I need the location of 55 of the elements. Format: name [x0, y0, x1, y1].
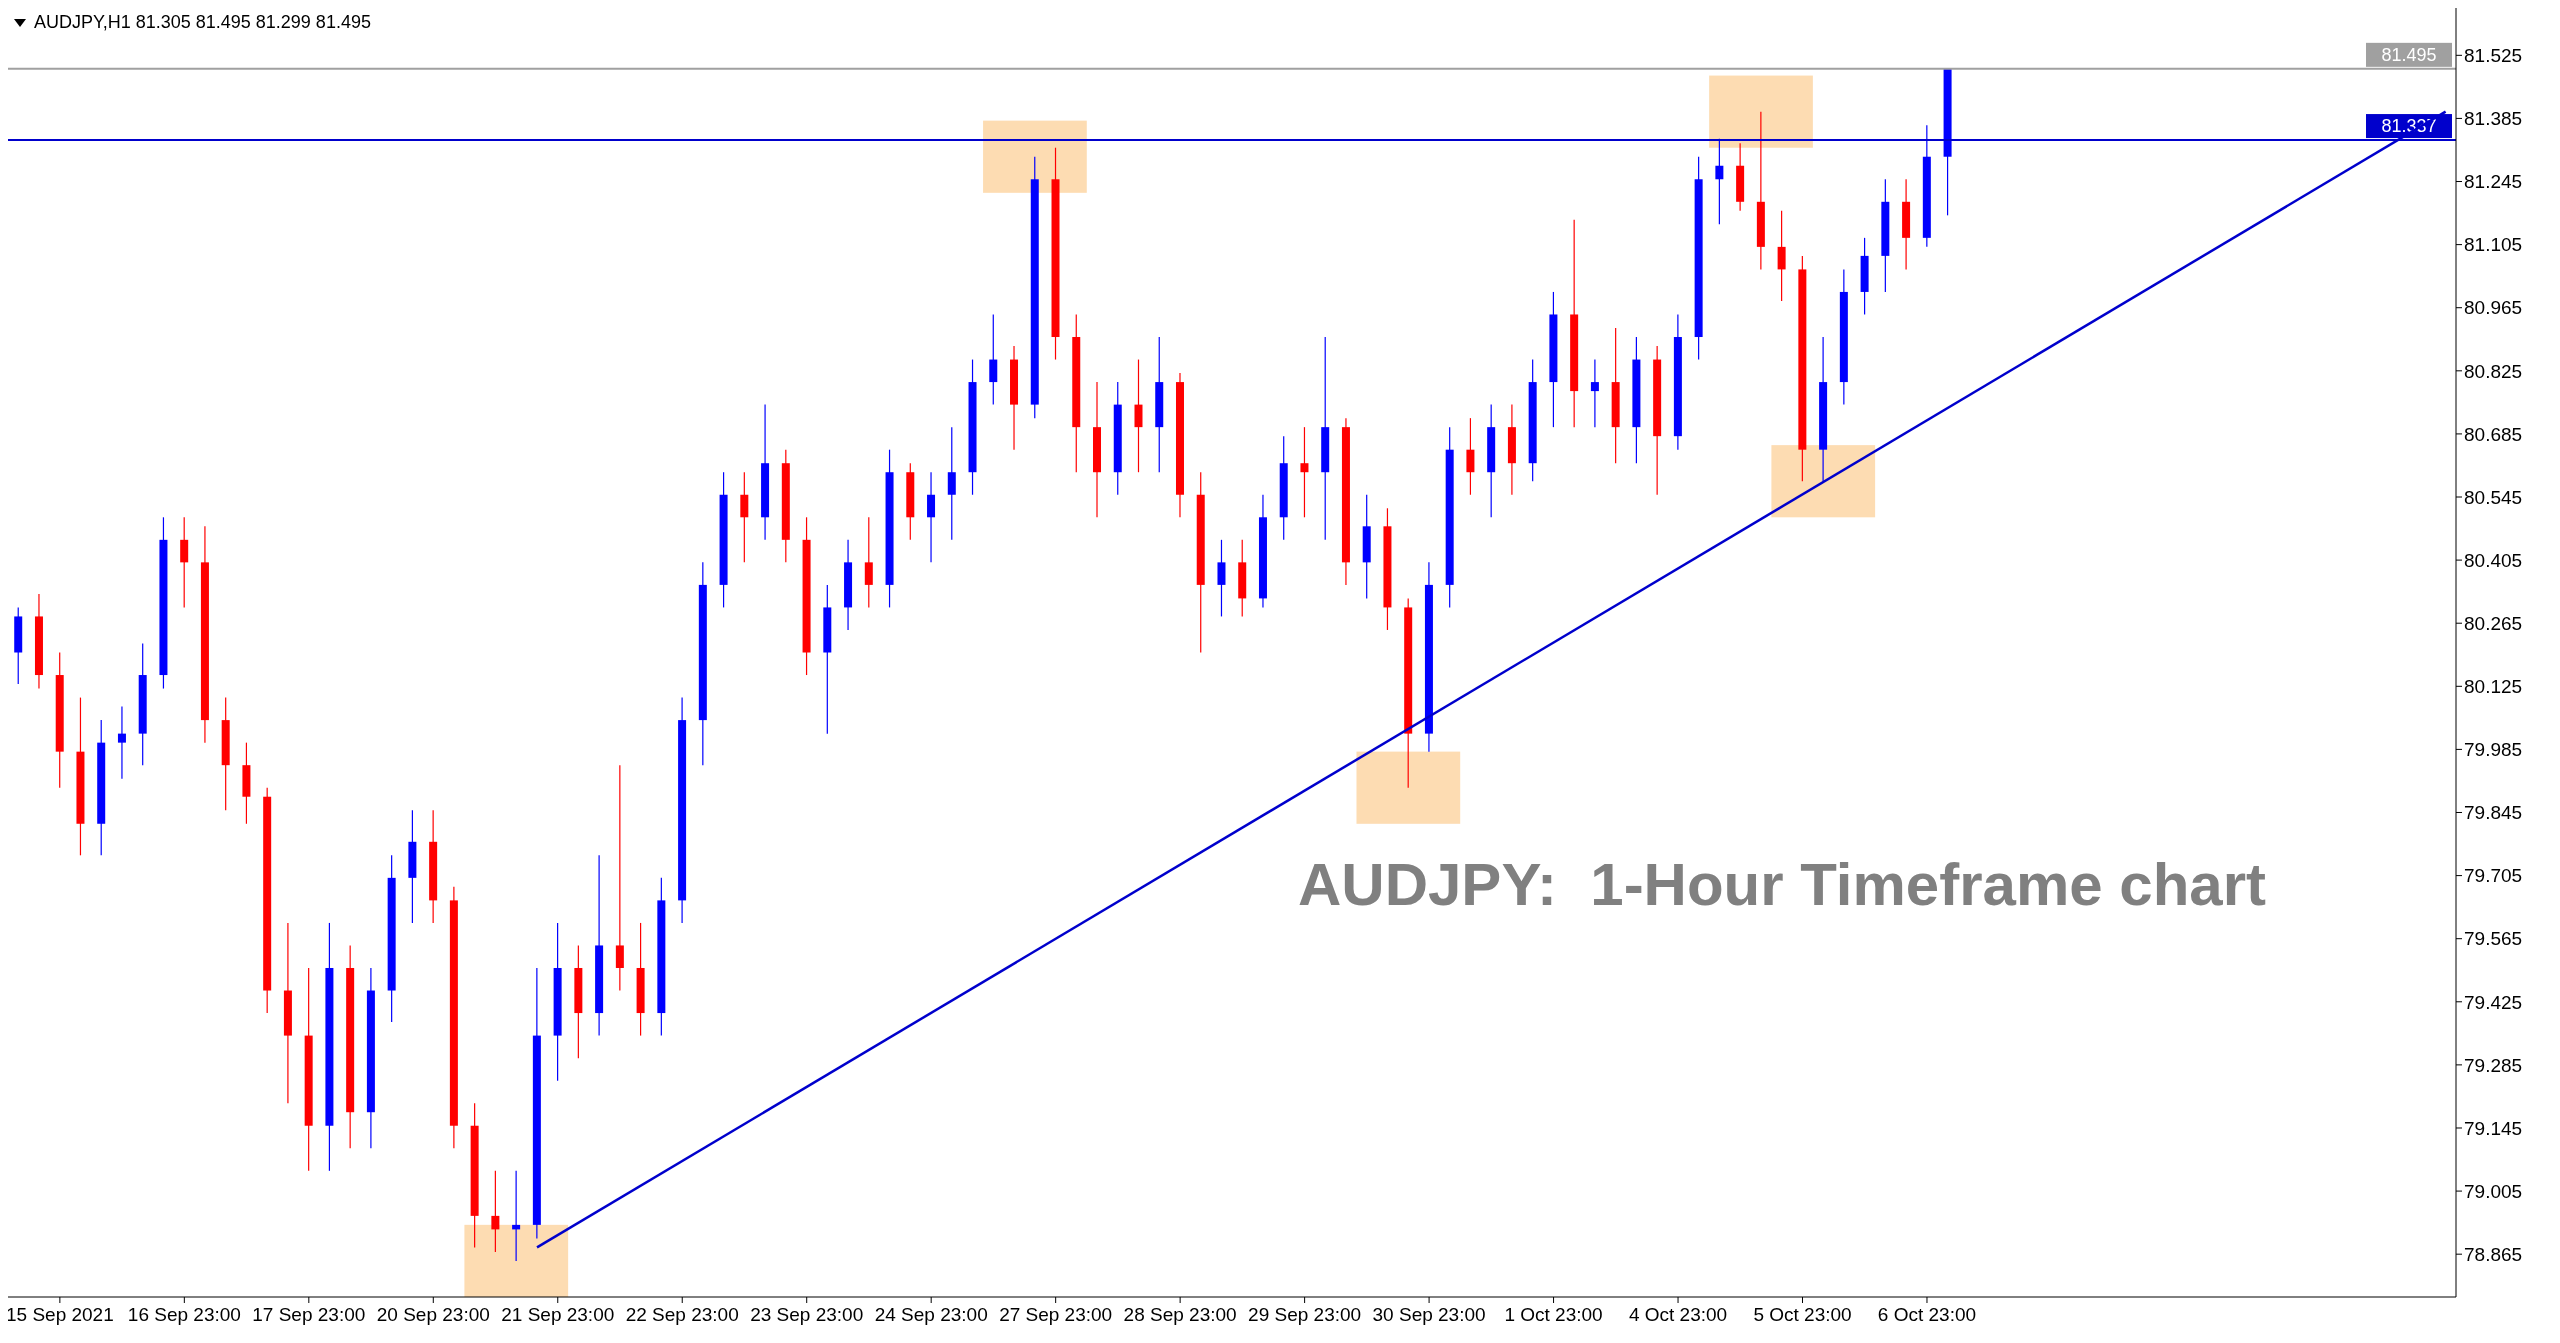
y-tick-label: 80.545 — [2464, 486, 2523, 508]
candlestick — [1466, 417, 1475, 496]
candlestick — [180, 516, 189, 609]
x-tick-label: 6 Oct 23:00 — [1877, 1304, 1977, 1325]
x-tick-label: 24 Sep 23:00 — [874, 1304, 988, 1325]
candlestick — [947, 426, 956, 541]
y-tick-label: 79.145 — [2464, 1117, 2523, 1139]
y-tick-label: 81.245 — [2464, 171, 2523, 193]
x-tick-label: 29 Sep 23:00 — [1248, 1304, 1362, 1325]
y-tick-label: 81.105 — [2464, 234, 2523, 256]
y-tick-label: 79.285 — [2464, 1054, 2523, 1076]
y-tick-label: 78.865 — [2464, 1243, 2523, 1265]
y-tick-label: 81.525 — [2464, 45, 2523, 67]
x-tick-label: 15 Sep 2021 — [5, 1304, 114, 1325]
candlestick — [1134, 358, 1143, 473]
y-tick-label: 79.985 — [2464, 739, 2523, 761]
candlestick — [927, 471, 936, 563]
y-tick-label: 80.685 — [2464, 423, 2523, 445]
candlestick — [1777, 210, 1786, 302]
candlestick — [989, 313, 998, 406]
x-tick-label: 16 Sep 23:00 — [127, 1304, 241, 1325]
y-tick-label: 79.565 — [2464, 928, 2523, 950]
y-tick-label: 80.405 — [2464, 549, 2523, 571]
candlestick — [1715, 138, 1724, 225]
y-tick-label: 80.965 — [2464, 297, 2523, 319]
y-tick-label: 80.125 — [2464, 676, 2523, 698]
x-tick-label: 22 Sep 23:00 — [625, 1304, 739, 1325]
y-tick-label: 79.425 — [2464, 991, 2523, 1013]
y-tick-label: 80.265 — [2464, 612, 2523, 634]
ref-line-label: 81.495 — [2381, 44, 2437, 65]
y-tick-label: 79.845 — [2464, 802, 2523, 824]
x-tick-label: 27 Sep 23:00 — [999, 1304, 1113, 1325]
candlestick — [1300, 426, 1309, 518]
x-tick-label: 17 Sep 23:00 — [252, 1304, 366, 1325]
x-tick-label: 20 Sep 23:00 — [376, 1304, 490, 1325]
chart-subtitle: AUDJPY,H1 81.305 81.495 81.299 81.495 — [34, 12, 371, 33]
candlestick — [1590, 358, 1599, 428]
y-tick-label: 79.005 — [2464, 1180, 2523, 1202]
candlestick — [491, 1170, 500, 1253]
x-tick-label: 1 Oct 23:00 — [1504, 1304, 1603, 1325]
candlestick — [740, 471, 749, 563]
y-tick-label: 79.705 — [2464, 865, 2523, 887]
candlestick — [615, 764, 624, 992]
y-tick-label: 81.385 — [2464, 108, 2523, 130]
x-tick-label: 30 Sep 23:00 — [1372, 1304, 1486, 1325]
x-tick-label: 23 Sep 23:00 — [750, 1304, 864, 1325]
candlestick — [864, 516, 873, 609]
candlestick — [117, 705, 126, 780]
x-tick-label: 28 Sep 23:00 — [1123, 1304, 1237, 1325]
text: AUDJPY: 1-Hour Timeframe chart — [1298, 850, 2267, 919]
y-tick-label: 80.825 — [2464, 360, 2523, 382]
x-tick-label: 21 Sep 23:00 — [501, 1304, 615, 1325]
x-tick-label: 4 Oct 23:00 — [1628, 1304, 1728, 1325]
x-tick-label: 5 Oct 23:00 — [1753, 1304, 1852, 1325]
candlestick — [1217, 539, 1226, 618]
